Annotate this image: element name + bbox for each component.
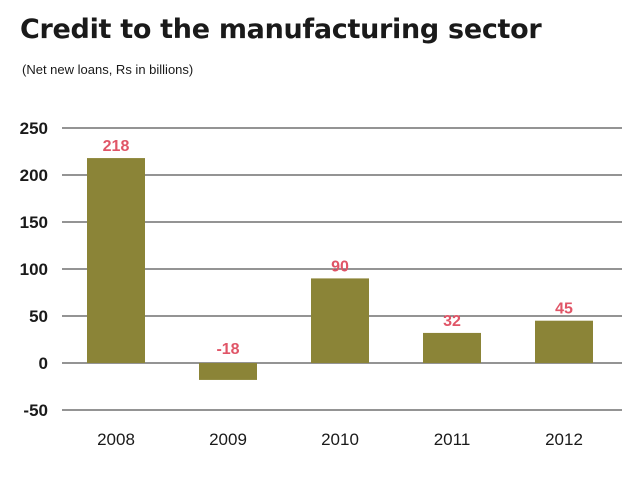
chart-title: Credit to the manufacturing sector bbox=[20, 14, 542, 45]
chart-subtitle: (Net new loans, Rs in billions) bbox=[22, 62, 194, 77]
data-labels: 218 -18 90 32 45 bbox=[103, 138, 573, 358]
y-tick-label: 50 bbox=[29, 307, 48, 326]
data-label-2009: -18 bbox=[216, 341, 239, 358]
bar-2010 bbox=[311, 278, 369, 363]
x-tick-label-2010: 2010 bbox=[321, 430, 359, 449]
y-tick-label: 200 bbox=[20, 166, 48, 185]
y-tick-label: 100 bbox=[20, 260, 48, 279]
data-label-2010: 90 bbox=[331, 258, 349, 275]
data-label-2008: 218 bbox=[103, 138, 130, 155]
bars bbox=[87, 158, 593, 380]
y-tick-label: 0 bbox=[39, 354, 48, 373]
bar-2009 bbox=[199, 363, 257, 380]
x-tick-label-2008: 2008 bbox=[97, 430, 135, 449]
bar-2011 bbox=[423, 332, 481, 363]
bar-2012 bbox=[535, 320, 593, 363]
x-tick-label-2009: 2009 bbox=[209, 430, 247, 449]
bar-2008 bbox=[87, 158, 145, 363]
y-tick-label: 250 bbox=[20, 119, 48, 138]
y-tick-label: -50 bbox=[23, 401, 48, 420]
x-tick-label-2011: 2011 bbox=[434, 430, 471, 449]
y-tick-label: 150 bbox=[20, 213, 48, 232]
x-tick-label-2012: 2012 bbox=[545, 430, 583, 449]
y-axis-tick-labels: -50 0 50 100 150 200 250 bbox=[20, 119, 48, 420]
data-label-2011: 32 bbox=[443, 313, 461, 330]
data-label-2012: 45 bbox=[555, 301, 573, 318]
x-axis-tick-labels: 2008 2009 2010 2011 2012 bbox=[97, 430, 583, 449]
